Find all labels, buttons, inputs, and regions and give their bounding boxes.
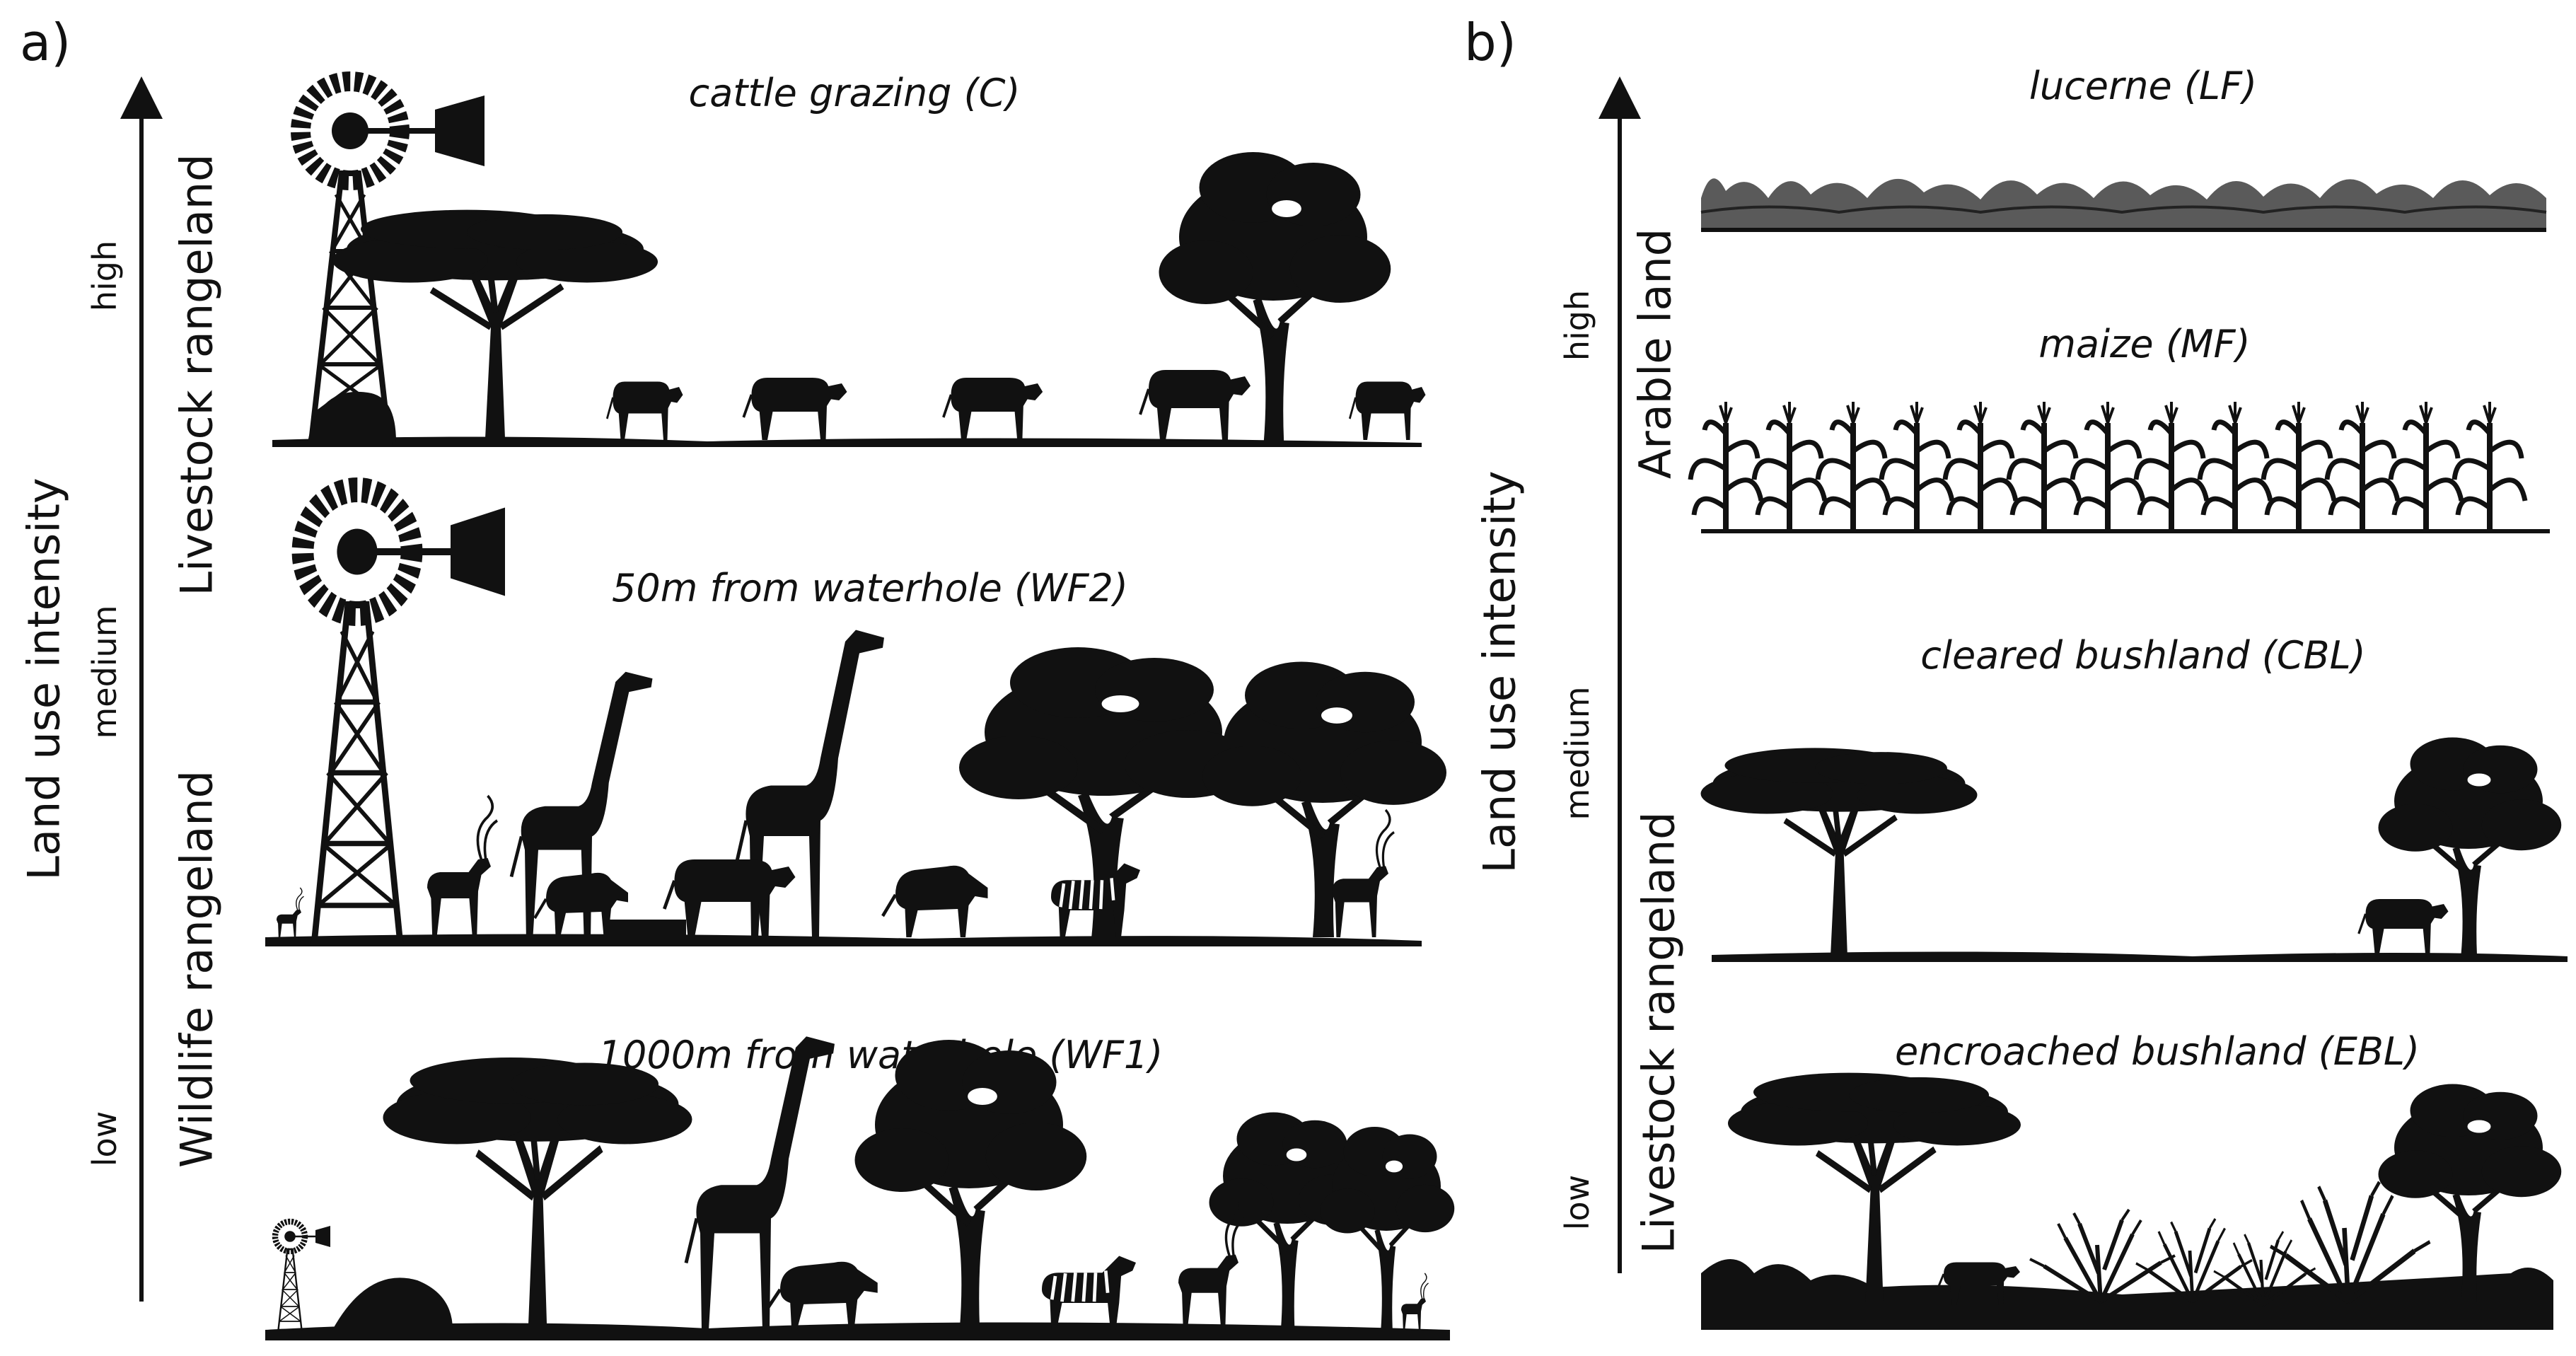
scene-encroached-bushland [1701,1073,2561,1330]
scene-label-wf2: 50m from waterhole (WF2) [612,566,1128,610]
scene-label-wf1: 1000m from waterhole (WF1) [598,1033,1164,1077]
scene-maize [1690,402,2550,533]
scene-cattle-grazing [272,81,1427,447]
scene-wf1 [265,1036,1454,1340]
scene-label-ebl: encroached bushland (EBL) [1894,1029,2420,1074]
panel-b-letter: b) [1464,13,1516,72]
scene-wf2 [265,490,1446,947]
scene-label-cbl: cleared bushland (CBL) [1920,633,2366,678]
scene-label-maize: maize (MF) [2038,322,2251,366]
scene-cleared-bushland [1701,738,2568,962]
scene-lucerne [1700,178,2547,232]
panel-a-letter: a) [20,13,71,72]
scene-label-cattle: cattle grazing (C) [688,71,1021,115]
scene-label-lucerne: lucerne (LF) [2029,64,2258,108]
